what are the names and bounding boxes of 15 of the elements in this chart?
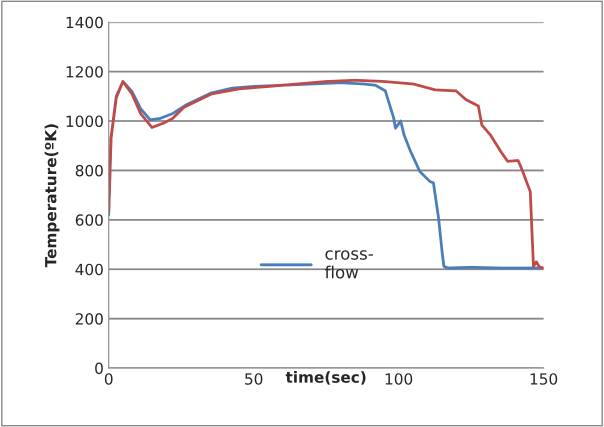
y-tick-label: 200 <box>76 313 103 325</box>
x-axis-title: time(sec) <box>286 371 366 385</box>
y-tick-label: 400 <box>75 264 103 276</box>
y-tick-label: 1000 <box>66 115 103 128</box>
y-tick-label: 800 <box>76 164 103 176</box>
y-tick-label: 1400 <box>66 16 103 28</box>
y-tick-label: 600 <box>76 214 103 226</box>
x-tick-label: 0 <box>104 373 113 385</box>
y-tick-label: 1200 <box>66 66 103 78</box>
x-tick-label: 50 <box>245 373 262 385</box>
y-tick-label: 0 <box>95 362 103 374</box>
x-tick-label: 100 <box>386 373 412 385</box>
x-tick-label: 150 <box>530 373 558 385</box>
legend-label: cross- flow <box>324 250 373 278</box>
y-axis-title: Temperature(ºK) <box>44 124 60 268</box>
